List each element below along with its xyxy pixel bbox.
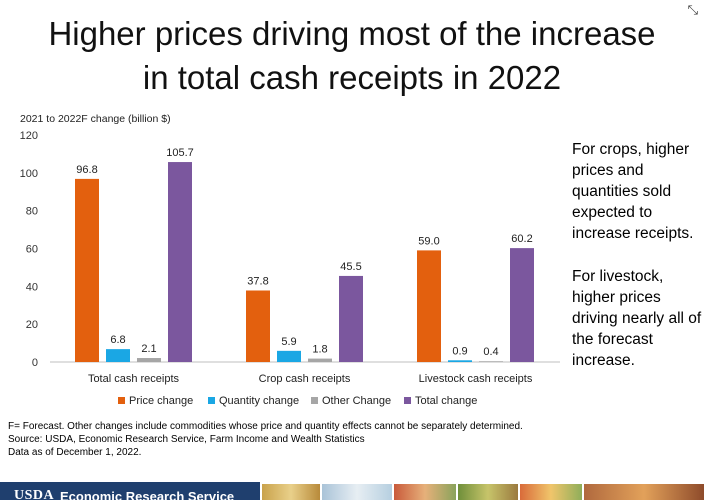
usda-logo: USDA (14, 488, 55, 500)
y-tick-label: 40 (26, 281, 38, 293)
ers-banner: USDA Economic Research Service (0, 482, 704, 500)
store-photo (520, 484, 582, 500)
legend-swatch (404, 397, 411, 404)
ers-name: Economic Research Service (60, 489, 235, 500)
wheat-photo (262, 484, 320, 500)
bar-total-change (510, 248, 534, 362)
data-label: 45.5 (340, 261, 361, 273)
y-tick-label: 20 (26, 319, 38, 331)
category-label: Livestock cash receipts (419, 373, 533, 385)
bar-quantity-change (277, 350, 301, 362)
bar-price-change (246, 290, 270, 362)
bar-total-change (339, 275, 363, 362)
data-label: 1.8 (312, 344, 327, 356)
footnote-forecast: F= Forecast. Other changes include commo… (8, 421, 523, 432)
title-line-2: in total cash receipts in 2022 (142, 59, 562, 96)
bar-other-change (308, 358, 332, 362)
bar-price-change (417, 250, 441, 362)
data-label: 60.2 (511, 233, 532, 245)
legend-label: Total change (415, 395, 477, 407)
food-photo (394, 484, 456, 500)
y-tick-label: 0 (32, 357, 38, 369)
legend-label: Other Change (322, 395, 391, 407)
field-photo (322, 484, 392, 500)
legend-swatch (118, 397, 125, 404)
category-labels: Total cash receipts Crop cash receipts Liv… (88, 373, 533, 385)
legend: Price change Quantity change Other Change T… (118, 395, 477, 407)
y-axis-ticks: 0 20 40 60 80 100 120 (20, 130, 38, 369)
livestock-note: For livestock, higher prices driving nea… (572, 268, 702, 369)
bar-other-change (137, 358, 161, 362)
crops-note: For crops, higher prices and quantities … (572, 141, 694, 242)
bar-total-change (168, 162, 192, 362)
data-label: 96.8 (76, 164, 97, 176)
bar-chart: 2021 to 2022F change (billion $) 0 20 40 60… (20, 113, 560, 407)
legend-label: Quantity change (219, 395, 299, 407)
y-tick-label: 80 (26, 206, 38, 218)
category-label: Total cash receipts (88, 373, 180, 385)
y-tick-label: 60 (26, 244, 38, 256)
footnote-date: Data as of December 1, 2022. (8, 447, 142, 458)
bar-price-change (75, 178, 99, 362)
data-label: 59.0 (418, 235, 439, 247)
bar-quantity-change (106, 349, 130, 362)
legend-label: Price change (129, 395, 193, 407)
data-label: 37.8 (247, 275, 268, 287)
produce-photo (584, 484, 704, 500)
y-tick-label: 100 (20, 168, 38, 180)
slide-title: Higher prices driving most of the increa… (0, 12, 704, 100)
data-label: 0.4 (483, 346, 498, 358)
bar-other-change (479, 361, 503, 362)
legend-swatch (311, 397, 318, 404)
banner-band (0, 482, 260, 500)
data-label: 2.1 (141, 343, 156, 355)
data-label: 0.9 (452, 345, 467, 357)
y-tick-label: 120 (20, 130, 38, 142)
crop-photo (458, 484, 518, 500)
footnote-source: Source: USDA, Economic Research Service,… (8, 434, 365, 445)
y-axis-label: 2021 to 2022F change (billion $) (20, 113, 171, 125)
legend-swatch (208, 397, 215, 404)
footnotes: F= Forecast. Other changes include commo… (8, 420, 523, 459)
bar-groups: 96.8 6.8 2.1 105.7 37.8 5.9 1.8 45.5 59.0 0.9 0.4 6… (75, 147, 534, 362)
data-label: 105.7 (166, 147, 194, 159)
bar-quantity-change (448, 360, 472, 362)
data-label: 5.9 (281, 336, 296, 348)
title-line-1: Higher prices driving most of the increa… (48, 15, 656, 52)
data-label: 6.8 (110, 334, 125, 346)
expand-arrows-icon[interactable]: ⤡ (687, 2, 698, 17)
category-label: Crop cash receipts (259, 373, 351, 385)
